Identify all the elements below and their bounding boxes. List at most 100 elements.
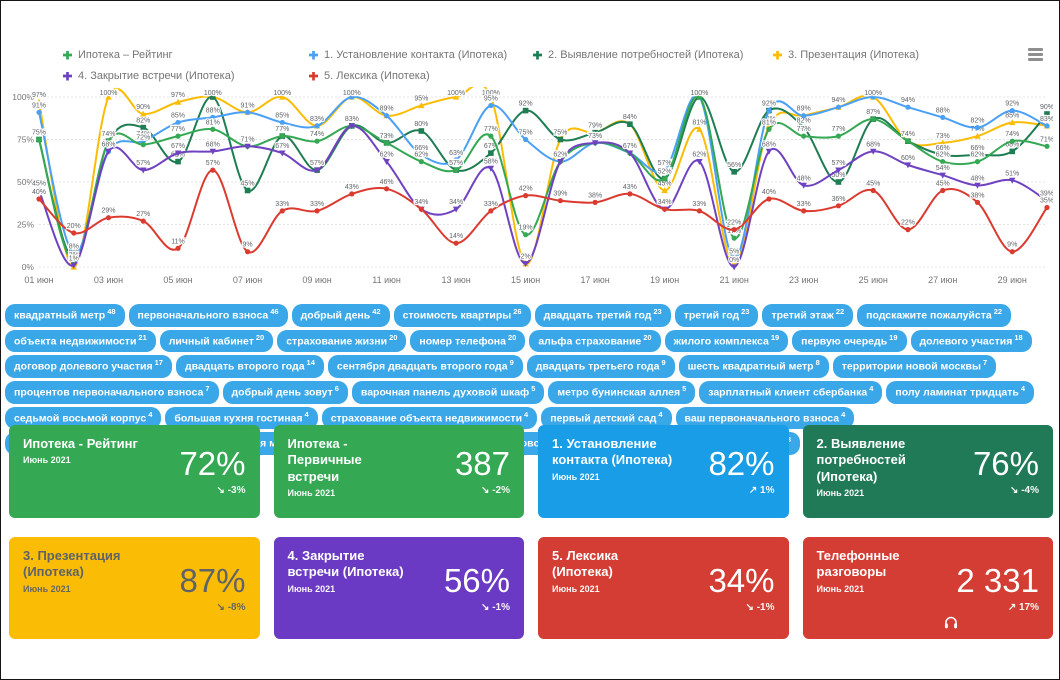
svg-text:88%: 88% <box>936 107 950 114</box>
keyword-chip[interactable]: метро бунинская аллея 5 <box>548 380 696 404</box>
legend-item-label: 2. Выявление потребностей (Ипотека) <box>548 49 744 61</box>
keyword-chip[interactable]: долевого участия 18 <box>910 329 1032 353</box>
hamburger-menu-icon[interactable] <box>1028 48 1043 63</box>
keyword-chip[interactable]: альфа страхование 20 <box>529 329 661 353</box>
svg-text:82%: 82% <box>970 118 984 125</box>
keyword-chip[interactable]: первый детский сад 4 <box>541 406 672 430</box>
card-trend: ↘ -4% <box>1010 485 1039 496</box>
keyword-chip[interactable]: двадцать третьего года 9 <box>526 355 675 378</box>
keyword-chip[interactable]: третий год 23 <box>674 304 759 327</box>
keyword-chip[interactable]: процентов первоначального взноса 7 <box>5 380 219 404</box>
svg-text:85%: 85% <box>275 113 289 120</box>
keyword-chip[interactable]: договор долевого участия 17 <box>5 355 172 378</box>
keyword-chips: квадратный метр 48 первоначального взноса 4… <box>5 304 1058 455</box>
svg-text:09 июн: 09 июн <box>302 275 331 285</box>
svg-text:48%: 48% <box>970 175 984 182</box>
card-value: 34% <box>708 561 775 599</box>
kpi-card-first-meetings[interactable]: Ипотека - Первичные встречи Июнь 2021 38… <box>273 425 524 518</box>
kpi-card-closing[interactable]: 4. Закрытие встречи (Ипотека) Июнь 2021 … <box>273 537 524 639</box>
keyword-chip[interactable]: добрый день 42 <box>291 304 390 327</box>
svg-text:83%: 83% <box>762 116 776 123</box>
keyword-chip[interactable]: добрый день зовут 6 <box>222 380 348 404</box>
legend-marker-icon <box>63 71 72 81</box>
svg-text:3%: 3% <box>69 252 79 259</box>
keyword-chip[interactable]: полу ламинат тридцать 4 <box>886 380 1035 404</box>
svg-text:43%: 43% <box>345 184 359 191</box>
svg-text:100%: 100% <box>482 90 500 97</box>
keyword-chip[interactable]: страхование объекта недвижимости 4 <box>321 406 538 430</box>
keyword-chip[interactable]: объекта недвижимости 21 <box>5 329 156 353</box>
kpi-card-rating[interactable]: Ипотека - Рейтинг Июнь 2021 72% ↘ -3% <box>9 425 260 518</box>
svg-text:25 июн: 25 июн <box>859 275 888 285</box>
keyword-count: 20 <box>507 332 517 342</box>
keyword-chip[interactable]: номер телефона 20 <box>410 329 526 353</box>
svg-text:33%: 33% <box>692 201 706 208</box>
keyword-chip[interactable]: первоначального взноса 46 <box>128 304 288 327</box>
keyword-chip[interactable]: большая кухня гостиная 4 <box>165 406 318 430</box>
keyword-chip[interactable]: седьмой восьмой корпус 4 <box>5 406 162 430</box>
svg-text:89%: 89% <box>797 106 811 113</box>
svg-text:73%: 73% <box>588 133 602 140</box>
svg-text:62%: 62% <box>692 152 706 159</box>
svg-text:74%: 74% <box>901 131 915 138</box>
series-5: 40% 20% 29% 27% 11% 57% 9% 33% 33% 43% 46% 34% 14% 33… <box>31 159 1055 255</box>
svg-text:63%: 63% <box>449 150 463 157</box>
keyword-chip[interactable]: ваш первоначального взноса 4 <box>675 406 855 430</box>
card-period: Июнь 2021 <box>23 583 71 594</box>
kpi-card-phone-calls[interactable]: Телефонные разговоры Июнь 2021 2 331 ↗ 1… <box>802 537 1053 639</box>
svg-text:27%: 27% <box>136 211 150 218</box>
keyword-count: 23 <box>653 307 662 316</box>
svg-text:50%: 50% <box>831 172 845 179</box>
svg-text:34%: 34% <box>658 199 672 206</box>
kpi-card-contact[interactable]: 1. Установление контакта (Ипотека) Июнь … <box>538 425 789 518</box>
svg-text:66%: 66% <box>970 145 984 152</box>
svg-text:62%: 62% <box>936 152 950 159</box>
legend-item-lexics[interactable]: 5. Лексика (Ипотека) <box>309 70 430 82</box>
series-1: 91% 8% 68% 74% 85% 88% 91% 85% 83% 100% 89% 66% 63% 9… <box>31 89 1055 262</box>
keyword-chip[interactable]: территории новой москвы 7 <box>832 355 997 378</box>
legend-item-needs[interactable]: 2. Выявление потребностей (Ипотека) <box>533 49 743 61</box>
kpi-card-needs[interactable]: 2. Выявление потребностей (Ипотека) Июнь… <box>802 425 1053 518</box>
svg-text:23 июн: 23 июн <box>789 275 818 285</box>
keyword-chip[interactable]: двадцать третий год 23 <box>534 304 671 327</box>
keyword-chip[interactable]: стоимость квартиры 26 <box>393 304 531 327</box>
keyword-count: 48 <box>107 307 116 316</box>
svg-text:100%: 100% <box>12 92 34 102</box>
card-title: 4. Закрытие встречи (Ипотека) <box>287 548 404 580</box>
svg-text:20%: 20% <box>67 223 81 230</box>
svg-text:95%: 95% <box>484 96 498 103</box>
kpi-card-lexics[interactable]: 5. Лексика (Ипотека) Июнь 2021 34% ↘ -1% <box>538 537 789 639</box>
keyword-chip[interactable]: личный кабинет 20 <box>159 329 274 353</box>
card-trend: ↗ 1% <box>748 485 775 496</box>
keyword-chip[interactable]: страхование жизни 20 <box>277 329 407 353</box>
svg-text:92%: 92% <box>1005 101 1019 108</box>
svg-text:85%: 85% <box>1005 113 1019 120</box>
svg-text:100%: 100% <box>447 90 465 97</box>
svg-text:95%: 95% <box>414 96 428 103</box>
legend-item-contact[interactable]: 1. Установление контакта (Ипотека) <box>309 49 507 61</box>
keyword-chip[interactable]: двадцать второго года 14 <box>175 355 324 378</box>
legend-marker-icon <box>533 50 542 60</box>
keyword-count: 4 <box>658 409 663 419</box>
keyword-chip[interactable]: варочная панель духовой шкаф 5 <box>351 380 545 404</box>
svg-text:79%: 79% <box>588 123 602 130</box>
svg-text:90%: 90% <box>1040 104 1053 111</box>
keyword-chip[interactable]: шесть квадратный метр 8 <box>678 355 829 378</box>
svg-text:50%: 50% <box>17 177 34 187</box>
legend-item-closing[interactable]: 4. Закрытие встречи (Ипотека) <box>63 70 235 82</box>
keyword-chip[interactable]: квадратный метр 48 <box>5 304 125 327</box>
keyword-chip[interactable]: зарплатный клиент сбербанка 4 <box>699 380 883 404</box>
legend-item-presentation[interactable]: 3. Презентация (Ипотека) <box>773 49 919 61</box>
svg-text:80%: 80% <box>414 121 428 128</box>
keyword-chip[interactable]: подскажите пожалуйста 22 <box>857 304 1012 327</box>
keyword-chip[interactable]: третий этаж 22 <box>762 304 854 327</box>
kpi-card-presentation[interactable]: 3. Презентация (Ипотека) Июнь 2021 87% ↘… <box>9 537 260 639</box>
svg-text:88%: 88% <box>206 107 220 114</box>
legend-item-rating[interactable]: Ипотека – Рейтинг <box>63 49 173 61</box>
keyword-chip[interactable]: жилого комплекса 19 <box>664 329 789 353</box>
keyword-chip[interactable]: сентября двадцать второго года 9 <box>327 355 523 378</box>
svg-text:03 июн: 03 июн <box>94 275 123 285</box>
svg-text:100%: 100% <box>690 90 708 97</box>
keyword-chip[interactable]: первую очередь 19 <box>792 329 907 353</box>
svg-text:05 июн: 05 июн <box>163 275 192 285</box>
